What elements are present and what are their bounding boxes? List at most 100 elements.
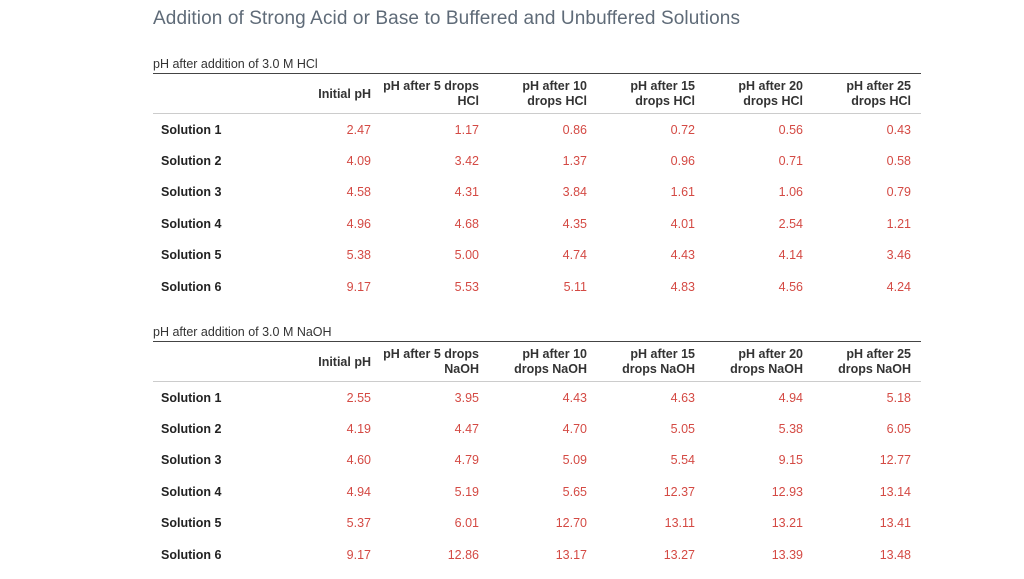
ph-value-cell: 5.65 (562, 484, 587, 499)
ph-value-cell: 5.11 (563, 279, 587, 294)
ph-value-cell: 1.37 (562, 154, 587, 169)
ph-value-cell: 4.79 (454, 453, 479, 468)
column-header: pH after 5 drops NaOH (383, 347, 479, 376)
table-row: Solution 3 4.60 4.79 5.09 5.54 9.15 12.77 (153, 445, 921, 476)
ph-value-cell: 1.06 (778, 185, 803, 200)
ph-value-cell: 4.47 (454, 422, 479, 437)
ph-value-cell: 13.21 (771, 516, 803, 531)
ph-value-cell: 4.94 (346, 484, 371, 499)
ph-value-cell: 12.37 (663, 484, 695, 499)
ph-value-cell: 4.19 (346, 422, 371, 437)
ph-value-cell: 4.96 (346, 216, 371, 231)
ph-value-cell: 4.60 (346, 453, 371, 468)
column-header: pH after 25 drops HCl (846, 79, 911, 108)
ph-value-cell: 5.05 (670, 422, 695, 437)
column-header: pH after 5 drops HCl (383, 79, 479, 108)
column-header: pH after 15 drops NaOH (622, 347, 695, 376)
row-label: Solution 2 (161, 422, 222, 437)
table-row: Solution 3 4.58 4.31 3.84 1.61 1.06 0.79 (153, 177, 921, 208)
ph-value-cell: 4.68 (454, 216, 479, 231)
row-label: Solution 6 (161, 279, 222, 294)
ph-value-cell: 13.14 (879, 484, 911, 499)
row-label: Solution 5 (161, 248, 222, 263)
column-header: pH after 20 drops HCl (738, 79, 803, 108)
ph-value-cell: 9.17 (346, 279, 371, 294)
row-label: Solution 6 (161, 547, 222, 562)
ph-value-cell: 12.86 (447, 547, 479, 562)
ph-value-cell: 12.70 (555, 516, 587, 531)
row-label: Solution 4 (161, 484, 222, 499)
ph-value-cell: 1.61 (670, 185, 695, 200)
ph-value-cell: 13.11 (664, 516, 695, 531)
hcl-section: pH after addition of 3.0 M HCl Initial p… (153, 55, 921, 302)
ph-value-cell: 5.18 (886, 390, 911, 405)
column-header: pH after 10 drops NaOH (514, 347, 587, 376)
ph-value-cell: 1.21 (886, 216, 911, 231)
ph-value-cell: 0.71 (778, 154, 803, 169)
ph-value-cell: 4.63 (670, 390, 695, 405)
ph-value-cell: 3.84 (562, 185, 587, 200)
ph-value-cell: 4.35 (562, 216, 587, 231)
ph-value-cell: 2.55 (346, 390, 371, 405)
ph-value-cell: 6.05 (886, 422, 911, 437)
row-label: Solution 3 (161, 185, 222, 200)
ph-value-cell: 0.96 (670, 154, 695, 169)
ph-value-cell: 6.01 (454, 516, 479, 531)
ph-value-cell: 5.38 (346, 248, 371, 263)
page-title: Addition of Strong Acid or Base to Buffe… (153, 8, 741, 29)
column-header: pH after 15 drops HCl (630, 79, 695, 108)
ph-value-cell: 0.79 (886, 185, 911, 200)
ph-value-cell: 4.56 (778, 279, 803, 294)
ph-value-cell: 3.46 (886, 248, 911, 263)
row-label: Solution 4 (161, 216, 222, 231)
row-label: Solution 2 (161, 154, 222, 169)
corner-header (153, 74, 273, 114)
ph-value-cell: 13.48 (879, 547, 911, 562)
header-row: Initial pH pH after 5 drops HCl pH after 1… (153, 74, 921, 114)
ph-value-cell: 4.09 (346, 154, 371, 169)
table-row: Solution 1 2.47 1.17 0.86 0.72 0.56 0.43 (153, 114, 921, 146)
table-row: Solution 6 9.17 12.86 13.17 13.27 13.39 13.48 (153, 539, 921, 570)
ph-value-cell: 0.58 (886, 154, 911, 169)
table-row: Solution 5 5.38 5.00 4.74 4.43 4.14 3.46 (153, 240, 921, 271)
ph-value-cell: 12.77 (879, 453, 911, 468)
ph-value-cell: 5.53 (454, 279, 479, 294)
column-header: pH after 20 drops NaOH (730, 347, 803, 376)
ph-value-cell: 3.42 (454, 154, 479, 169)
row-label: Solution 1 (161, 390, 222, 405)
ph-value-cell: 4.83 (670, 279, 695, 294)
ph-value-cell: 4.94 (778, 390, 803, 405)
ph-value-cell: 5.19 (454, 484, 479, 499)
ph-value-cell: 5.00 (454, 248, 479, 263)
ph-value-cell: 0.43 (886, 122, 911, 137)
table-row: Solution 4 4.96 4.68 4.35 4.01 2.54 1.21 (153, 208, 921, 239)
ph-value-cell: 13.41 (879, 516, 911, 531)
ph-value-cell: 13.17 (555, 547, 587, 562)
ph-value-cell: 5.37 (346, 516, 371, 531)
column-header: Initial pH (318, 86, 371, 101)
row-label: Solution 5 (161, 516, 222, 531)
header-row: Initial pH pH after 5 drops NaOH pH after … (153, 342, 921, 382)
ph-value-cell: 9.17 (346, 547, 371, 562)
ph-value-cell: 0.56 (778, 122, 803, 137)
corner-header (153, 342, 273, 382)
ph-value-cell: 5.38 (778, 422, 803, 437)
row-label: Solution 1 (161, 122, 222, 137)
ph-value-cell: 4.01 (670, 216, 695, 231)
ph-value-cell: 4.74 (562, 248, 587, 263)
ph-value-cell: 4.70 (562, 422, 587, 437)
ph-value-cell: 4.31 (454, 185, 479, 200)
ph-value-cell: 5.09 (562, 453, 587, 468)
column-header: Initial pH (318, 354, 371, 369)
ph-value-cell: 3.95 (454, 390, 479, 405)
row-label: Solution 3 (161, 453, 222, 468)
ph-value-cell: 12.93 (771, 484, 803, 499)
ph-value-cell: 1.17 (454, 122, 479, 137)
naoh-table-caption: pH after addition of 3.0 M NaOH (153, 323, 921, 342)
ph-value-cell: 5.54 (670, 453, 695, 468)
ph-value-cell: 0.72 (670, 122, 695, 137)
column-header: pH after 10 drops HCl (522, 79, 587, 108)
table-row: Solution 5 5.37 6.01 12.70 13.11 13.21 13.41 (153, 508, 921, 539)
table-row: Solution 2 4.19 4.47 4.70 5.05 5.38 6.05 (153, 413, 921, 444)
ph-value-cell: 4.58 (346, 185, 371, 200)
